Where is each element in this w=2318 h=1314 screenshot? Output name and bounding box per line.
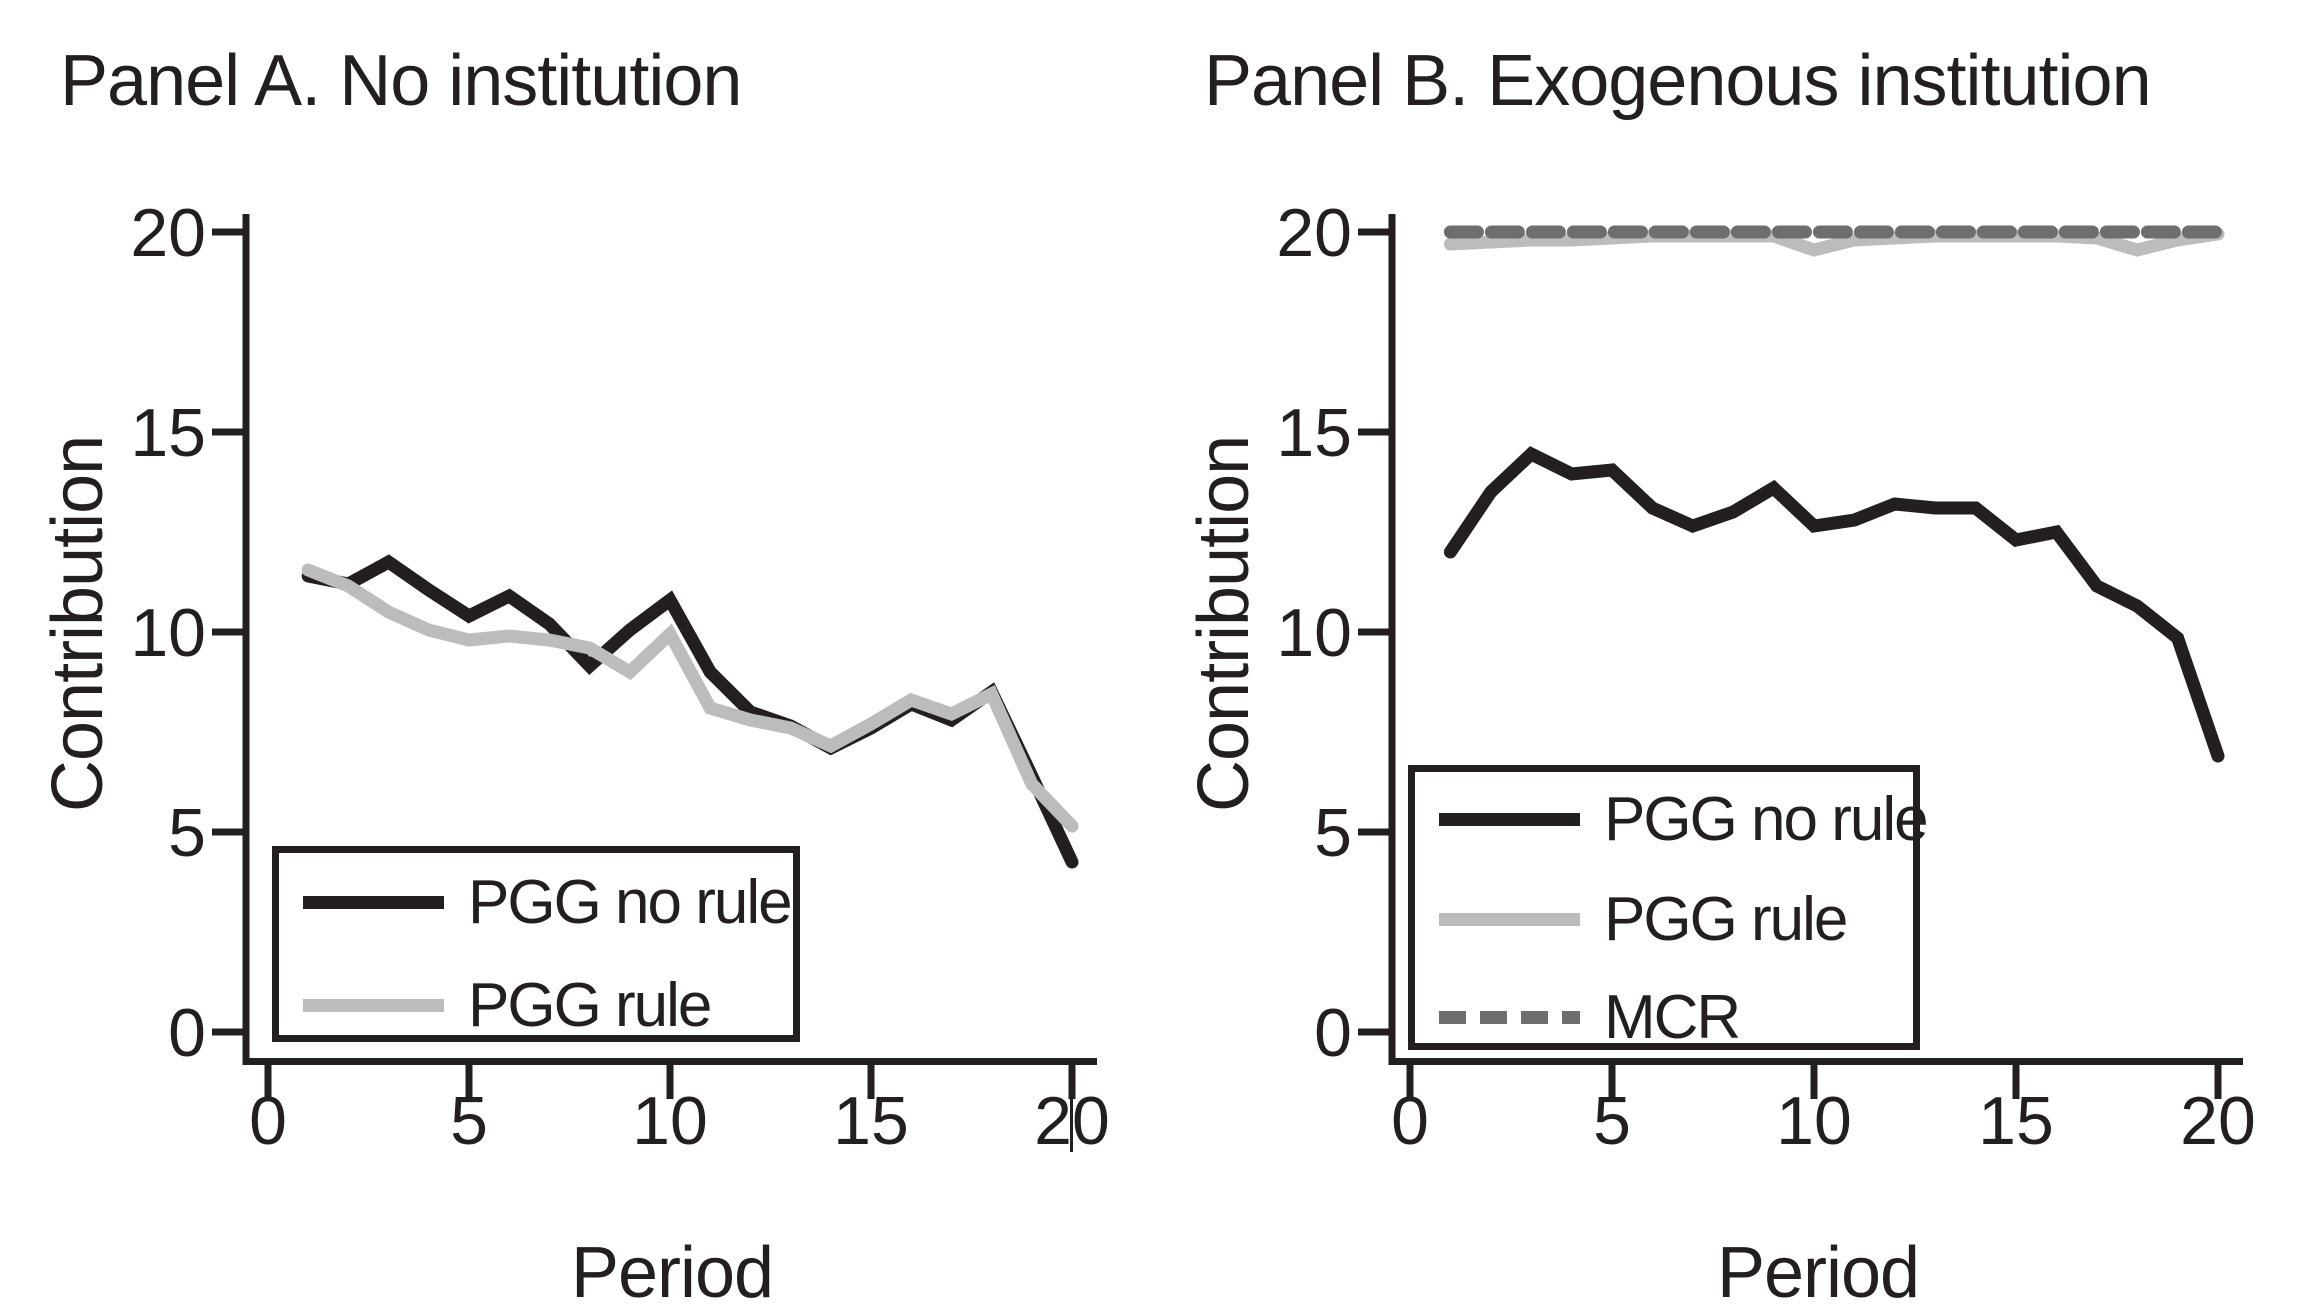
legend-label-mcr: MCR xyxy=(1604,982,1741,1052)
panel-b-x-tick-label: 5 xyxy=(1593,1083,1631,1159)
x-tick-artifact-line xyxy=(1070,1090,1073,1152)
panel-b-legend-row-pgg-no-rule: PGG no rule xyxy=(1439,784,1929,854)
legend-line-sample-pgg-no-rule xyxy=(303,895,444,909)
panel-a-y-tick-label: 20 xyxy=(130,195,206,271)
panel-b-legend-row-pgg-rule: PGG rule xyxy=(1439,884,1848,954)
panel-a-legend-row-pgg-no-rule: PGG no rule xyxy=(303,867,793,937)
panel-a-y-tick-label: 15 xyxy=(130,395,206,471)
legend-line-sample-pgg-rule xyxy=(1439,912,1580,926)
panel-a-y-tick-label: 0 xyxy=(168,995,206,1071)
legend-line-sample-pgg-no-rule xyxy=(1439,812,1580,826)
panel-b-y-tick-label: 0 xyxy=(1314,995,1352,1071)
legend-line-sample-mcr xyxy=(1439,1010,1580,1024)
panel-b-y-tick-label: 15 xyxy=(1276,395,1352,471)
legend-label-pgg-no-rule: PGG no rule xyxy=(468,867,793,937)
legend-label-pgg-no-rule: PGG no rule xyxy=(1604,784,1929,854)
panel-b-y-axis-label: Contribution xyxy=(1184,435,1264,812)
panel-a-y-axis-label: Contribution xyxy=(38,435,118,812)
panel-a-y-tick-label: 10 xyxy=(130,595,206,671)
legend-line-sample-pgg-rule xyxy=(303,998,444,1012)
panel-a-title: Panel A. No institution xyxy=(60,41,742,121)
panel-a-y-tick-label: 5 xyxy=(168,795,206,871)
panel-a-x-tick-label: 0 xyxy=(249,1083,287,1159)
legend-label-pgg-rule: PGG rule xyxy=(1604,884,1848,954)
panel-b-title: Panel B. Exogenous institution xyxy=(1204,41,2152,121)
panel-a-x-tick-label: 10 xyxy=(632,1083,708,1159)
panel-b-x-axis-label: Period xyxy=(1716,1233,1920,1313)
panel-a-x-axis-label: Period xyxy=(570,1233,774,1313)
panel-b-x-tick-label: 10 xyxy=(1776,1083,1852,1159)
panel-b-legend: PGG no rule PGG rule MCR xyxy=(1408,765,1929,1052)
panel-b-x-tick-label: 20 xyxy=(2180,1083,2256,1159)
panel-b-y-tick-label: 20 xyxy=(1276,195,1352,271)
panel-a-legend: PGG no rule PGG rule xyxy=(272,846,800,1042)
panel-b-x-tick-label: 15 xyxy=(1978,1083,2054,1159)
panel-b-series-line-pgg-no-rule xyxy=(1443,446,2225,763)
legend-label-pgg-rule: PGG rule xyxy=(468,970,712,1040)
panel-a-x-tick-label: 15 xyxy=(833,1083,909,1159)
panel-a-series-line-pgg-rule xyxy=(301,563,1079,833)
panel-b-x-tick-label: 0 xyxy=(1391,1083,1429,1159)
panel-b-y-tick-label: 5 xyxy=(1314,795,1352,871)
panel-a-legend-row-pgg-rule: PGG rule xyxy=(303,970,712,1040)
panel-a-x-tick-label: 5 xyxy=(450,1083,488,1159)
panel-b-y-tick-label: 10 xyxy=(1276,595,1352,671)
panel-b-legend-row-mcr: MCR xyxy=(1439,982,1741,1052)
